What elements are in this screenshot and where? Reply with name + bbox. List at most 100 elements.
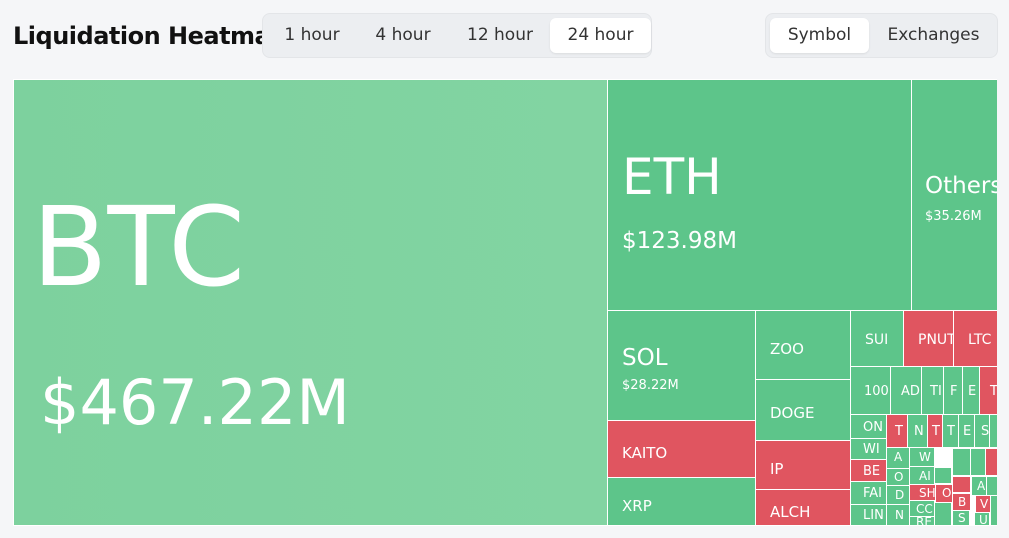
tab-24-hour[interactable]: 24 hour — [550, 18, 651, 53]
tile-symbol: PNUT — [918, 332, 954, 348]
view-mode-selector: Symbol Exchanges — [765, 13, 998, 58]
tile-symbol: V — [980, 497, 989, 511]
heatmap-tile[interactable]: A — [886, 447, 910, 469]
heatmap-tile[interactable]: E — [958, 414, 975, 448]
heatmap-tile[interactable]: IP — [755, 440, 851, 490]
page-title: Liquidation Heatmap — [13, 22, 287, 50]
heatmap-tile[interactable]: V — [975, 495, 991, 513]
heatmap-tile[interactable]: FAI — [850, 481, 887, 505]
heatmap-tile[interactable]: T — [979, 366, 997, 415]
heatmap-tile[interactable] — [934, 467, 952, 484]
tile-symbol: N — [895, 508, 904, 522]
heatmap-tile[interactable] — [970, 448, 986, 476]
heatmap-tile[interactable]: XRP — [607, 477, 756, 526]
tile-symbol: IP — [770, 460, 784, 478]
heatmap-tile[interactable]: SH — [909, 484, 936, 501]
heatmap-tile[interactable]: B — [952, 493, 971, 511]
tab-exchanges[interactable]: Exchanges — [887, 25, 980, 45]
tile-symbol: ALCH — [770, 503, 811, 521]
tab-12-hour[interactable]: 12 hour — [467, 25, 533, 45]
heatmap-tile[interactable]: W — [909, 447, 935, 467]
tile-symbol: XRP — [622, 497, 652, 515]
tile-symbol: A — [894, 450, 903, 464]
tile-symbol: D — [895, 488, 905, 502]
tile-symbol: CC — [916, 502, 933, 516]
heatmap-tile[interactable] — [934, 500, 952, 526]
tile-symbol: SOL — [622, 345, 668, 371]
heatmap-tile[interactable]: PNUT — [903, 310, 954, 367]
heatmap-tile[interactable]: Others $35.26M — [911, 79, 997, 311]
heatmap-tile[interactable]: O — [935, 484, 953, 503]
tile-symbol: O — [942, 486, 952, 500]
tile-symbol: AD — [901, 384, 920, 399]
heatmap-tile[interactable]: RE — [909, 516, 935, 526]
heatmap-tile[interactable]: ON — [850, 414, 887, 439]
page-header: Liquidation Heatmap 1 hour 4 hour 12 hou… — [0, 0, 1009, 72]
tile-symbol: U — [979, 513, 988, 526]
heatmap-tile[interactable]: ETH $123.98M — [607, 79, 912, 311]
heatmap-tile[interactable]: CC — [909, 500, 935, 517]
tile-value: $28.22M — [622, 378, 679, 393]
heatmap-tile[interactable]: AD — [890, 366, 922, 415]
tile-symbol: T — [895, 424, 903, 439]
heatmap-tile[interactable]: 100 — [850, 366, 891, 415]
tile-symbol: TI — [930, 384, 942, 399]
tile-symbol: FAI — [863, 486, 883, 501]
heatmap-tile[interactable]: ZOO — [755, 310, 851, 380]
heatmap-tile[interactable]: S — [974, 414, 990, 448]
heatmap-tile[interactable] — [990, 495, 997, 526]
heatmap-tile[interactable]: SOL $28.22M — [607, 310, 756, 421]
heatmap-tile[interactable]: AI — [909, 466, 935, 485]
tile-symbol: SUI — [865, 332, 889, 348]
tile-symbol: BTC — [32, 183, 246, 311]
heatmap-tile[interactable]: BE — [850, 459, 887, 482]
heatmap-tile[interactable]: SUI — [850, 310, 904, 367]
heatmap-tile[interactable]: N — [886, 504, 910, 526]
heatmap-tile[interactable]: LIN — [850, 504, 887, 526]
tile-symbol: RE — [916, 516, 932, 526]
heatmap-tile[interactable]: D — [886, 485, 910, 505]
heatmap-tile[interactable]: DOGE — [755, 379, 851, 441]
tile-value: $35.26M — [925, 209, 982, 224]
tile-symbol: WI — [863, 442, 880, 457]
heatmap-tile[interactable]: F — [943, 366, 963, 415]
tile-symbol: W — [919, 450, 931, 464]
tile-symbol: A — [977, 479, 986, 493]
heatmap-tile[interactable]: A — [971, 476, 987, 496]
heatmap-tile[interactable] — [985, 448, 997, 476]
heatmap-tile[interactable] — [989, 414, 997, 448]
heatmap-tile[interactable]: T — [942, 414, 959, 448]
heatmap-tile[interactable]: O — [886, 468, 910, 486]
tile-symbol: LIN — [863, 508, 884, 523]
tile-symbol: S — [981, 424, 990, 439]
heatmap-tile[interactable] — [986, 476, 997, 496]
time-range-selector: 1 hour 4 hour 12 hour 24 hour — [262, 13, 652, 58]
heatmap-tile[interactable]: U — [974, 512, 990, 526]
heatmap-tile[interactable]: T — [927, 414, 943, 448]
tile-symbol: ZOO — [770, 340, 804, 358]
tile-symbol: B — [958, 495, 967, 509]
tab-symbol[interactable]: Symbol — [770, 18, 869, 53]
heatmap-tile[interactable]: TI — [921, 366, 944, 415]
heatmap-tile[interactable]: BTC $467.22M — [13, 79, 608, 526]
heatmap-tile[interactable]: WI — [850, 438, 887, 460]
tab-1-hour[interactable]: 1 hour — [284, 25, 340, 45]
tile-value: $123.98M — [622, 228, 737, 254]
heatmap-tile[interactable]: E — [962, 366, 980, 415]
heatmap-tile[interactable] — [952, 476, 971, 493]
heatmap-tile[interactable]: T — [886, 414, 908, 448]
tile-symbol: E — [968, 384, 977, 399]
heatmap-tile[interactable] — [952, 448, 971, 476]
heatmap-tile[interactable]: KAITO — [607, 420, 756, 478]
tab-4-hour[interactable]: 4 hour — [375, 25, 431, 45]
tile-symbol: E — [963, 424, 972, 439]
liquidation-heatmap: BTC $467.22M ETH $123.98M Others $35.26M SOL $2… — [13, 79, 997, 526]
heatmap-tile[interactable]: LTC — [953, 310, 997, 367]
tile-symbol: N — [914, 424, 924, 439]
tile-value: $467.22M — [40, 366, 350, 439]
heatmap-tile[interactable]: ALCH — [755, 489, 851, 526]
tile-symbol: 100 — [864, 384, 889, 399]
heatmap-tile[interactable]: S — [952, 510, 970, 526]
heatmap-tile[interactable]: N — [907, 414, 928, 448]
tile-symbol: T — [932, 424, 940, 439]
